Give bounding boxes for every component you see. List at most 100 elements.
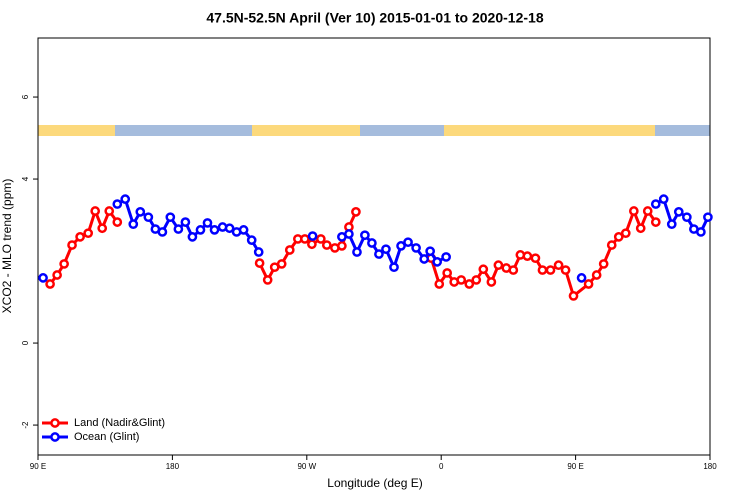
point (508, 265, 519, 275)
point (38, 273, 48, 283)
point (52, 270, 62, 280)
point (300, 234, 310, 244)
point (195, 225, 206, 235)
point (352, 247, 362, 257)
plot-frame (37, 37, 711, 456)
x-tick-label: 90 W (297, 462, 316, 471)
point (112, 217, 123, 227)
x-tick-label: 180 (166, 462, 180, 471)
point (307, 231, 318, 241)
point (522, 251, 533, 261)
point (493, 260, 504, 271)
point (112, 199, 123, 209)
legend-label: Land (Nadir&Glint) (74, 417, 165, 429)
point (620, 228, 631, 239)
x-tick-label: 0 (439, 462, 444, 471)
point (560, 265, 571, 275)
point (425, 246, 435, 257)
y-axis-label: XCO2 - MLO trend (ppm) (0, 179, 14, 314)
point (97, 223, 108, 234)
point (321, 240, 332, 250)
point (367, 238, 377, 248)
point (456, 275, 467, 285)
point (606, 240, 617, 250)
point (389, 262, 399, 273)
point (173, 224, 184, 234)
point (315, 234, 326, 244)
point (224, 223, 235, 234)
point (337, 241, 347, 251)
point (307, 239, 317, 250)
point (83, 228, 94, 239)
point (246, 235, 257, 245)
point (128, 219, 139, 230)
point (209, 225, 220, 235)
point (642, 206, 653, 216)
point (344, 229, 354, 239)
point (254, 258, 265, 268)
point (553, 260, 564, 271)
point (442, 268, 453, 278)
land-mask-strip (38, 125, 710, 136)
point (613, 232, 624, 242)
point (59, 259, 69, 269)
point (696, 227, 706, 237)
legend-label: Ocean (Glint) (74, 431, 139, 443)
point (120, 194, 131, 204)
x-tick-label: 90 E (30, 462, 46, 471)
legend-marker (50, 432, 60, 442)
point (253, 247, 264, 257)
point (351, 207, 361, 217)
point (441, 252, 451, 262)
point (202, 218, 213, 228)
point (157, 227, 168, 237)
point (537, 265, 548, 275)
chart-title: 47.5N-52.5N April (Ver 10) 2015-01-01 to… (206, 10, 543, 26)
point (471, 275, 482, 285)
point (411, 243, 421, 253)
point (545, 265, 556, 275)
point (432, 257, 443, 267)
x-axis-label: Longitude (deg E) (327, 476, 422, 490)
point (262, 275, 273, 285)
point (75, 232, 85, 242)
point (284, 245, 295, 255)
point (530, 253, 541, 264)
point (434, 279, 445, 289)
point (464, 279, 475, 289)
y-tick-label: -2 (21, 421, 30, 429)
y-tick-label: 4 (21, 176, 30, 181)
point (238, 225, 249, 235)
point (658, 194, 669, 204)
point (682, 212, 692, 223)
point (486, 277, 497, 287)
point (403, 237, 413, 248)
point (187, 232, 198, 242)
point (650, 199, 661, 209)
point (276, 259, 287, 269)
point (374, 249, 384, 259)
point (666, 219, 677, 230)
legend-marker (50, 418, 60, 428)
point (104, 206, 115, 216)
point (419, 254, 430, 264)
x-tick-label: 90 E (567, 462, 583, 471)
x-tick-label: 180 (703, 462, 717, 471)
y-tick-label: 0 (21, 340, 30, 345)
point (165, 212, 176, 223)
point (45, 279, 55, 289)
point (703, 212, 713, 223)
point (598, 259, 609, 269)
point (650, 217, 661, 227)
point (583, 279, 594, 289)
point (143, 212, 154, 223)
point (90, 206, 101, 216)
point (673, 207, 684, 217)
point (135, 207, 146, 217)
point (635, 223, 646, 234)
point (360, 230, 370, 241)
point (396, 241, 406, 251)
point (576, 273, 587, 283)
point (591, 270, 602, 280)
